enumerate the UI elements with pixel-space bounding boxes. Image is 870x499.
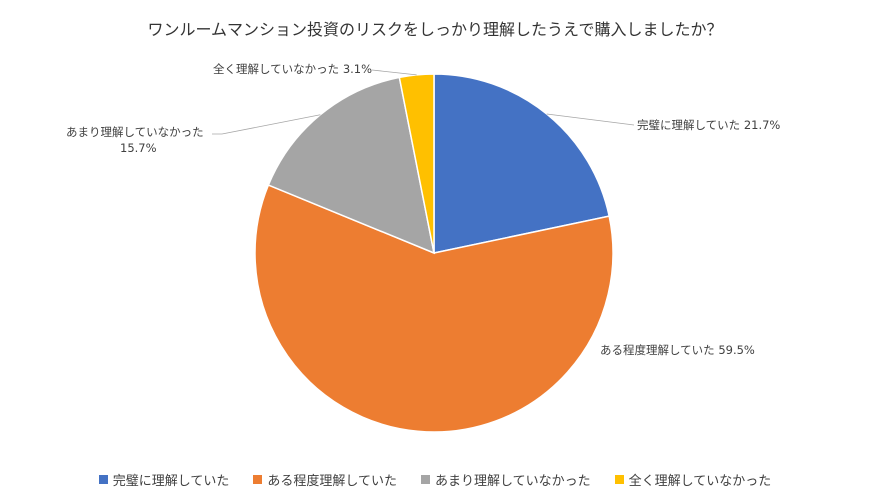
legend-item-aruteido: ある程度理解していた <box>253 470 397 489</box>
data-label-amari-category: あまり理解していなかった <box>66 125 204 139</box>
legend-item-amari: あまり理解していなかった <box>421 470 591 489</box>
data-label-mattaku: 全く理解していなかった 3.1% <box>213 61 372 77</box>
legend: 完璧に理解していた ある程度理解していた あまり理解していなかった 全く理解して… <box>0 470 870 489</box>
legend-label-mattaku: 全く理解していなかった <box>628 474 772 489</box>
data-label-mattaku-value: 3.1% <box>342 62 373 76</box>
data-label-mattaku-category: 全く理解していなかった <box>213 62 340 76</box>
data-label-kanpeki-category: 完璧に理解していた <box>637 118 741 132</box>
legend-swatch-aruteido <box>253 475 263 484</box>
legend-swatch-mattaku <box>614 475 624 484</box>
legend-swatch-amari <box>421 475 430 484</box>
data-label-aruteido: ある程度理解していた 59.5% <box>600 342 755 358</box>
legend-label-kanpeki: 完璧に理解していた <box>112 474 230 489</box>
chart-title: ワンルームマンション投資のリスクをしっかり理解したうえで購入しましたか？ <box>147 20 723 39</box>
pie-slice-mattaku <box>398 73 435 254</box>
data-label-kanpeki: 完璧に理解していた 21.7% <box>637 117 780 133</box>
legend-label-amari: あまり理解していなかった <box>435 474 591 489</box>
pie-slice-aruteido <box>254 184 614 433</box>
data-label-aruteido-category: ある程度理解していた <box>600 343 715 357</box>
legend-item-mattaku: 全く理解していなかった <box>614 470 772 489</box>
legend-item-kanpeki: 完璧に理解していた <box>98 470 230 489</box>
data-label-amari: あまり理解していなかった 15.7% <box>66 124 204 156</box>
leader-line-mattaku <box>371 69 417 76</box>
leader-line-kanpeki <box>546 113 635 126</box>
data-label-aruteido-value: 59.5% <box>718 343 755 357</box>
leader-line-amari <box>212 114 321 135</box>
data-label-kanpeki-value: 21.7% <box>743 118 781 132</box>
legend-label-aruteido: ある程度理解していた <box>267 474 397 489</box>
data-label-amari-value: 15.7% <box>120 141 157 155</box>
legend-swatch-kanpeki <box>98 475 108 484</box>
